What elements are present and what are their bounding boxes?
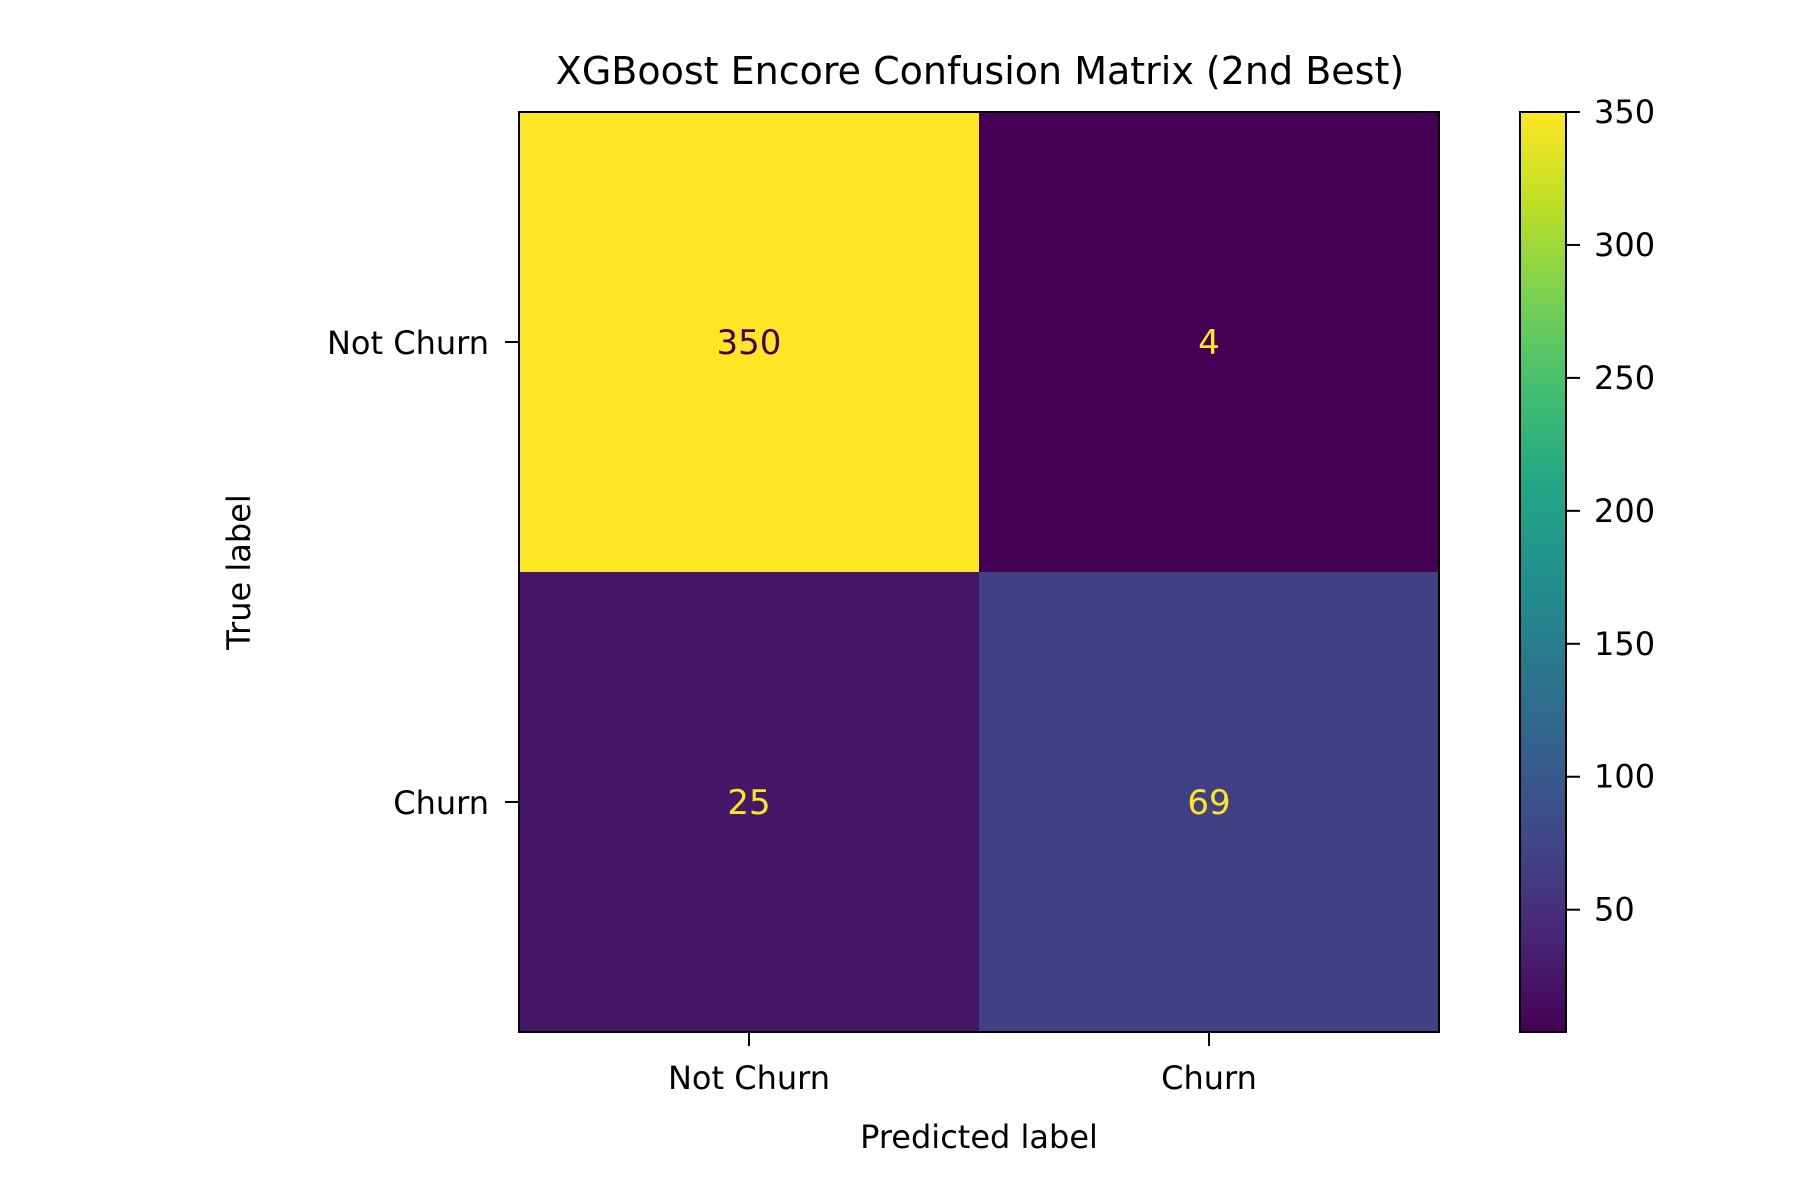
colorbar-tick-label-3: 200 xyxy=(1594,492,1655,530)
heatmap-cells xyxy=(519,112,1439,1032)
heatmap-cell-0-0 xyxy=(519,112,979,572)
cell-value-label-1-1: 69 xyxy=(1187,783,1230,823)
colorbar-tick-label-2: 150 xyxy=(1594,625,1655,663)
colorbar xyxy=(1519,111,1567,1033)
colorbar-tick-label-6: 350 xyxy=(1594,93,1655,131)
colorbar-tick-label-0: 50 xyxy=(1594,891,1635,929)
y-tick-label-0: Not Churn xyxy=(327,324,489,362)
heatmap-cell-1-0 xyxy=(519,572,979,1032)
y-axis-label: True label xyxy=(220,494,258,651)
colorbar-tick-label-1: 100 xyxy=(1594,758,1655,796)
y-axis: Not Churn Churn xyxy=(327,324,519,822)
y-tick-label-1: Churn xyxy=(393,784,489,822)
cell-value-label-0-0: 350 xyxy=(717,323,782,363)
heatmap-cell-0-1 xyxy=(979,112,1439,572)
colorbar-tick-label-5: 300 xyxy=(1594,226,1655,264)
x-axis: Not Churn Churn xyxy=(668,1032,1257,1097)
colorbar-ticks: 50 100 150 200 250 300 350 xyxy=(1566,93,1655,929)
x-tick-label-1: Churn xyxy=(1161,1059,1257,1097)
cell-value-label-1-0: 25 xyxy=(727,783,770,823)
x-axis-label: Predicted label xyxy=(860,1118,1098,1156)
colorbar-tick-label-4: 250 xyxy=(1594,359,1655,397)
heatmap-cell-1-1 xyxy=(979,572,1439,1032)
cell-value-label-0-1: 4 xyxy=(1198,323,1220,363)
x-tick-label-0: Not Churn xyxy=(668,1059,830,1097)
plot-frame xyxy=(518,111,1440,1033)
heatmap-cell-labels: 350 4 25 69 xyxy=(717,323,1231,823)
chart-title: XGBoost Encore Confusion Matrix (2nd Bes… xyxy=(556,49,1404,93)
